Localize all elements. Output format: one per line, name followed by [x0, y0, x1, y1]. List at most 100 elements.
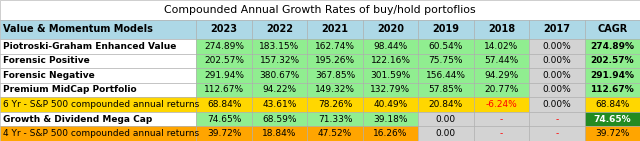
FancyBboxPatch shape [363, 20, 418, 39]
FancyBboxPatch shape [307, 39, 363, 54]
FancyBboxPatch shape [196, 97, 252, 112]
Text: 202.57%: 202.57% [204, 56, 244, 65]
FancyBboxPatch shape [0, 97, 196, 112]
FancyBboxPatch shape [474, 83, 529, 97]
FancyBboxPatch shape [307, 54, 363, 68]
Text: 39.18%: 39.18% [373, 115, 408, 124]
Text: 112.67%: 112.67% [204, 85, 244, 94]
FancyBboxPatch shape [529, 39, 584, 54]
Text: Value & Momentum Models: Value & Momentum Models [3, 24, 152, 34]
FancyBboxPatch shape [584, 97, 640, 112]
Text: 202.57%: 202.57% [591, 56, 634, 65]
Text: Premium MidCap Portfolio: Premium MidCap Portfolio [3, 85, 136, 94]
FancyBboxPatch shape [418, 54, 474, 68]
FancyBboxPatch shape [196, 112, 252, 126]
FancyBboxPatch shape [252, 83, 307, 97]
Text: 122.16%: 122.16% [371, 56, 410, 65]
Text: 68.84%: 68.84% [595, 100, 630, 109]
FancyBboxPatch shape [307, 83, 363, 97]
FancyBboxPatch shape [363, 54, 418, 68]
FancyBboxPatch shape [584, 68, 640, 83]
Text: Compounded Annual Growth Rates of buy/hold portoflios: Compounded Annual Growth Rates of buy/ho… [164, 5, 476, 15]
FancyBboxPatch shape [584, 112, 640, 126]
Text: -: - [500, 115, 503, 124]
Text: 2021: 2021 [321, 24, 349, 34]
Text: 2023: 2023 [211, 24, 237, 34]
FancyBboxPatch shape [0, 0, 640, 20]
FancyBboxPatch shape [474, 97, 529, 112]
FancyBboxPatch shape [584, 83, 640, 97]
FancyBboxPatch shape [252, 126, 307, 141]
Text: 40.49%: 40.49% [373, 100, 408, 109]
Text: 162.74%: 162.74% [315, 42, 355, 51]
FancyBboxPatch shape [474, 68, 529, 83]
FancyBboxPatch shape [0, 112, 196, 126]
Text: 2022: 2022 [266, 24, 293, 34]
Text: 68.84%: 68.84% [207, 100, 241, 109]
FancyBboxPatch shape [529, 97, 584, 112]
Text: 2020: 2020 [377, 24, 404, 34]
FancyBboxPatch shape [307, 97, 363, 112]
FancyBboxPatch shape [584, 20, 640, 39]
Text: 71.33%: 71.33% [318, 115, 352, 124]
FancyBboxPatch shape [474, 20, 529, 39]
Text: 57.44%: 57.44% [484, 56, 518, 65]
FancyBboxPatch shape [529, 126, 584, 141]
Text: 75.75%: 75.75% [429, 56, 463, 65]
FancyBboxPatch shape [418, 126, 474, 141]
FancyBboxPatch shape [584, 39, 640, 54]
FancyBboxPatch shape [529, 20, 584, 39]
Text: 94.22%: 94.22% [262, 85, 296, 94]
FancyBboxPatch shape [418, 20, 474, 39]
Text: 6 Yr - S&P 500 compounded annual returns: 6 Yr - S&P 500 compounded annual returns [3, 100, 199, 109]
Text: 156.44%: 156.44% [426, 71, 466, 80]
Text: 14.02%: 14.02% [484, 42, 518, 51]
Text: 4 Yr - S&P 500 compounded annual returns: 4 Yr - S&P 500 compounded annual returns [3, 129, 198, 138]
Text: 20.77%: 20.77% [484, 85, 518, 94]
FancyBboxPatch shape [196, 20, 252, 39]
FancyBboxPatch shape [584, 54, 640, 68]
FancyBboxPatch shape [363, 39, 418, 54]
Text: Growth & Dividend Mega Cap: Growth & Dividend Mega Cap [3, 115, 152, 124]
Text: 78.26%: 78.26% [318, 100, 352, 109]
Text: 74.65%: 74.65% [593, 115, 631, 124]
Text: 157.32%: 157.32% [259, 56, 300, 65]
Text: -6.24%: -6.24% [486, 100, 517, 109]
Text: Forensic Positive: Forensic Positive [3, 56, 90, 65]
FancyBboxPatch shape [252, 97, 307, 112]
Text: 39.72%: 39.72% [207, 129, 241, 138]
Text: 0.00: 0.00 [436, 115, 456, 124]
Text: 291.94%: 291.94% [590, 71, 634, 80]
Text: Piotroski-Graham Enhanced Value: Piotroski-Graham Enhanced Value [3, 42, 176, 51]
Text: 183.15%: 183.15% [259, 42, 300, 51]
FancyBboxPatch shape [196, 83, 252, 97]
Text: 2019: 2019 [433, 24, 460, 34]
Text: -: - [500, 129, 503, 138]
FancyBboxPatch shape [584, 126, 640, 141]
Text: 0.00%: 0.00% [543, 100, 571, 109]
Text: 0.00%: 0.00% [543, 71, 571, 80]
FancyBboxPatch shape [196, 68, 252, 83]
FancyBboxPatch shape [363, 112, 418, 126]
Text: 132.79%: 132.79% [371, 85, 410, 94]
Text: 380.67%: 380.67% [259, 71, 300, 80]
FancyBboxPatch shape [418, 83, 474, 97]
FancyBboxPatch shape [252, 20, 307, 39]
FancyBboxPatch shape [363, 97, 418, 112]
Text: 0.00%: 0.00% [543, 42, 571, 51]
FancyBboxPatch shape [363, 83, 418, 97]
FancyBboxPatch shape [474, 126, 529, 141]
FancyBboxPatch shape [363, 126, 418, 141]
FancyBboxPatch shape [474, 54, 529, 68]
FancyBboxPatch shape [252, 39, 307, 54]
Text: 39.72%: 39.72% [595, 129, 630, 138]
FancyBboxPatch shape [0, 39, 196, 54]
Text: 149.32%: 149.32% [315, 85, 355, 94]
Text: 112.67%: 112.67% [590, 85, 634, 94]
Text: 0.00: 0.00 [436, 129, 456, 138]
FancyBboxPatch shape [0, 68, 196, 83]
FancyBboxPatch shape [196, 126, 252, 141]
Text: 0.00%: 0.00% [543, 56, 571, 65]
FancyBboxPatch shape [0, 83, 196, 97]
FancyBboxPatch shape [529, 54, 584, 68]
